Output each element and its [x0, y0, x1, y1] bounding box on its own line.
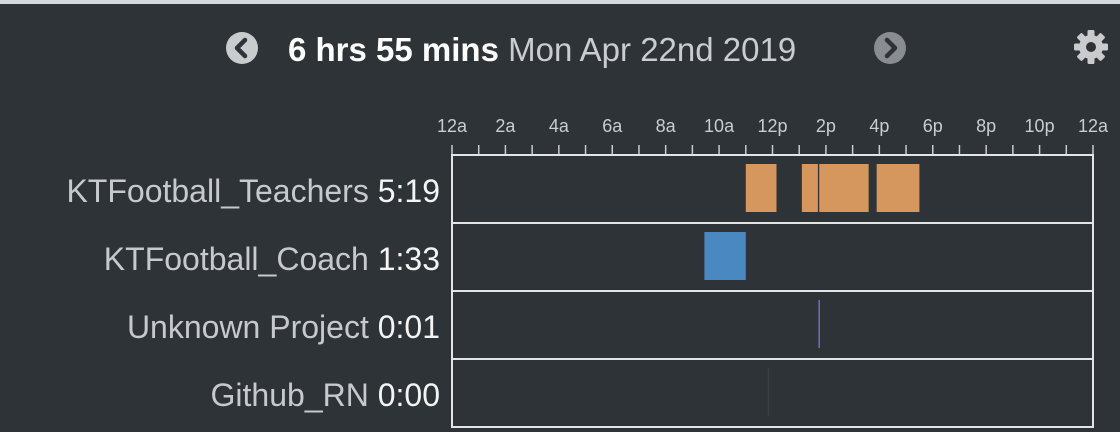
project-total-time: 1:33: [377, 241, 440, 277]
previous-day-button[interactable]: [226, 32, 258, 64]
timeline-row-track: [451, 290, 1094, 360]
project-total-time: 0:01: [377, 309, 440, 345]
axis-tick-label: 10a: [704, 116, 735, 136]
current-date: Mon Apr 22nd 2019: [508, 31, 797, 68]
activity-segment: [767, 368, 770, 416]
next-day-button[interactable]: [874, 32, 906, 64]
axis-tick-label: 8a: [656, 116, 677, 136]
chevron-left-icon: [234, 37, 248, 59]
axis-tick-label: 10p: [1025, 116, 1055, 136]
settings-gear-icon[interactable]: [1072, 28, 1110, 66]
project-row-label: Unknown Project 0:01: [127, 293, 440, 361]
axis-tick-label: 6p: [923, 116, 943, 136]
axis-tick-label: 2p: [816, 116, 836, 136]
chevron-right-icon: [884, 37, 898, 59]
project-name: Unknown Project: [126, 309, 369, 345]
axis-tick-label: 2a: [495, 116, 516, 136]
axis-tick-label: 6a: [602, 116, 623, 136]
axis-tick-label: 12a: [437, 116, 468, 136]
project-row-label: KTFootball_Teachers 5:19: [66, 157, 440, 225]
activity-segment: [819, 164, 869, 212]
activity-segment: [745, 164, 777, 212]
activity-segment: [704, 232, 746, 280]
date-header: 6 hrs 55 mins Mon Apr 22nd 2019: [0, 28, 1120, 72]
activity-segment: [818, 300, 820, 348]
page-title: 6 hrs 55 mins Mon Apr 22nd 2019: [288, 28, 796, 72]
activity-segment: [876, 164, 920, 212]
axis-tick-label: 4a: [549, 116, 570, 136]
project-name: Github_RN: [210, 377, 369, 413]
project-name: KTFootball_Coach: [103, 241, 369, 277]
timeline-row-track: [451, 222, 1094, 292]
total-duration: 6 hrs 55 mins: [288, 31, 499, 68]
project-total-time: 5:19: [377, 173, 440, 209]
activity-segment: [801, 164, 818, 212]
axis-tick-label: 12p: [757, 116, 787, 136]
top-border-strip: [0, 0, 1120, 4]
axis-tick-label: 4p: [869, 116, 889, 136]
project-name: KTFootball_Teachers: [66, 173, 369, 209]
project-total-time: 0:00: [377, 377, 440, 413]
axis-tick-label: 12a: [1078, 116, 1109, 136]
project-row-label: Github_RN 0:00: [211, 361, 440, 429]
project-row-label: KTFootball_Coach 1:33: [104, 225, 440, 293]
axis-tick-label: 8p: [976, 116, 996, 136]
timeline-row-track: [451, 358, 1094, 428]
